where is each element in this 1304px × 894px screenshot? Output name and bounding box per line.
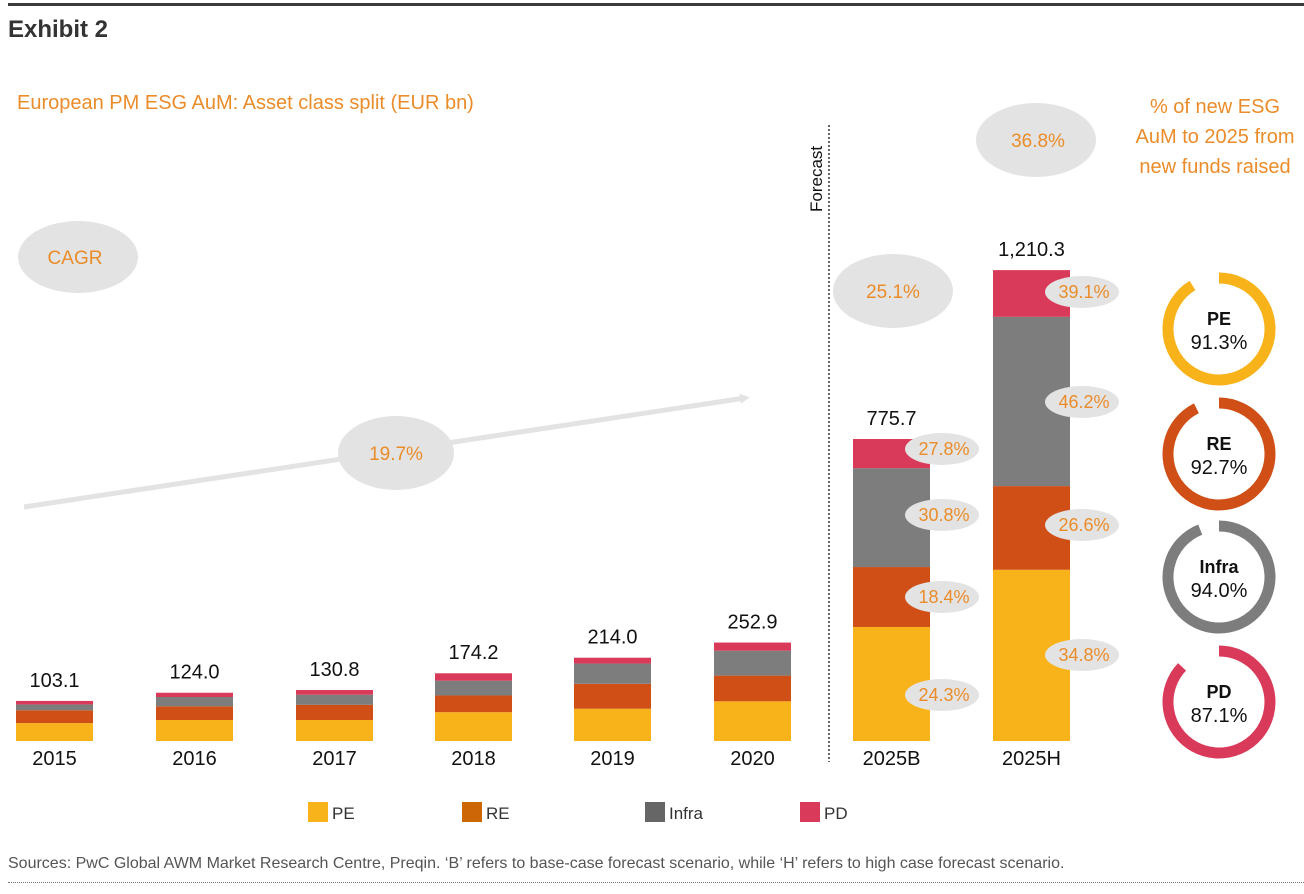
donut-arc-infra — [1162, 520, 1276, 634]
x-tick-label: 2018 — [451, 748, 496, 770]
bar-segment-pd-2019 — [574, 657, 651, 664]
x-tick-label: 2025H — [1002, 748, 1061, 770]
bar-total-label: 775.7 — [866, 408, 916, 430]
cagr-base-bubble: 25.1% — [833, 254, 953, 328]
bar-segment-pd-2017 — [296, 690, 373, 695]
x-tick-label: 2016 — [172, 748, 217, 770]
bar-segment-pe-2016 — [156, 719, 233, 741]
bar-total-label: 214.0 — [587, 627, 637, 649]
donut-name-re: RE — [1206, 434, 1231, 454]
bar-segment-pd-2018 — [435, 673, 512, 681]
bar-segment-pd-2016 — [156, 692, 233, 698]
bar-segment-pe-2018 — [435, 712, 512, 741]
x-tick-label: 2015 — [32, 748, 77, 770]
segment-cagr-bubble-pd-2025b — [905, 433, 979, 465]
bottom-rule — [8, 882, 1304, 883]
bar-segment-pd-2015 — [16, 700, 93, 705]
cagr-label: CAGR — [48, 248, 103, 269]
segment-cagr-bubble-pe-2025h — [1045, 639, 1119, 671]
segment-cagr-bubble-infra-2025b — [905, 499, 979, 531]
cagr-title-bubble: CAGR — [18, 221, 138, 293]
bar-total-label: 124.0 — [169, 662, 219, 684]
donut-value-pd: 87.1% — [1191, 705, 1248, 727]
bar-segment-re-2016 — [156, 706, 233, 720]
donut-arc-re — [1162, 397, 1276, 511]
bar-segment-infra-2018 — [435, 680, 512, 696]
bar-segment-infra-2019 — [574, 663, 651, 684]
legend-item-pd: PD — [800, 798, 848, 822]
bar-segment-infra-2020 — [714, 650, 791, 676]
donut-name-pd: PD — [1206, 682, 1231, 702]
cagr-base-value: 25.1% — [866, 282, 920, 303]
segment-cagr-label: 46.2% — [1058, 392, 1109, 412]
bar-segment-infra-2017 — [296, 694, 373, 705]
legend-swatch-pe — [308, 802, 328, 822]
source-note: Sources: PwC Global AWM Market Research … — [8, 855, 1065, 872]
cagr-historical-bubble: 19.7% — [338, 416, 454, 490]
x-tick-label: 2025B — [863, 748, 921, 770]
bar-segment-re-2020 — [714, 675, 791, 702]
legend-swatch-pd — [800, 802, 820, 822]
bar-segment-re-2017 — [296, 704, 373, 720]
segment-cagr-bubble-re-2025h — [1045, 509, 1119, 541]
bar-total-label: 1,210.3 — [998, 239, 1065, 261]
bar-total-label: 130.8 — [309, 659, 359, 681]
legend-label-infra: Infra — [669, 804, 704, 823]
segment-cagr-label: 34.8% — [1058, 645, 1109, 665]
bars-group: 103.1 2015 124.0 2016 130.8 2017 174.2 2018 214.… — [16, 239, 1119, 770]
donut-name-infra: Infra — [1199, 557, 1239, 577]
legend-swatch-re — [462, 802, 482, 822]
donut-arc-pe — [1162, 272, 1276, 386]
legend-item-pe: PE — [308, 798, 355, 822]
top-rule — [8, 3, 1304, 6]
legend-swatch-infra — [645, 802, 665, 822]
x-tick-label: 2017 — [312, 748, 357, 770]
segment-cagr-bubble-re-2025b — [905, 581, 979, 613]
x-tick-label: 2019 — [590, 748, 635, 770]
segment-cagr-label: 18.4% — [918, 587, 969, 607]
new-funds-title: % of new ESG AuM to 2025 from new funds … — [1135, 96, 1295, 178]
bar-total-label: 174.2 — [448, 642, 498, 664]
segment-cagr-bubble-pe-2025b — [905, 679, 979, 711]
legend-item-re: RE — [462, 798, 510, 822]
bar-segment-re-2018 — [435, 695, 512, 713]
segment-cagr-label: 30.8% — [918, 505, 969, 525]
cagr-high-bubble: 36.8% — [976, 103, 1096, 177]
x-tick-label: 2020 — [730, 748, 775, 770]
legend-item-infra: Infra — [645, 798, 703, 822]
segment-cagr-bubble-pd-2025h — [1045, 276, 1119, 308]
donut-value-pe: 91.3% — [1191, 332, 1248, 354]
bar-segment-re-2019 — [574, 683, 651, 709]
cagr-high-value: 36.8% — [1011, 131, 1065, 152]
exhibit-title: Exhibit 2 — [8, 16, 109, 43]
chart-title: European PM ESG AuM: Asset class split (… — [17, 92, 474, 114]
bar-segment-pe-2015 — [16, 723, 93, 741]
legend-label-re: RE — [486, 804, 510, 823]
bar-segment-infra-2016 — [156, 697, 233, 707]
segment-cagr-label: 24.3% — [918, 685, 969, 705]
donut-arc-pd — [1162, 645, 1276, 759]
segment-cagr-label: 27.8% — [918, 439, 969, 459]
donut-value-infra: 94.0% — [1191, 580, 1248, 602]
donut-name-pe: PE — [1207, 309, 1231, 329]
bar-segment-infra-2015 — [16, 704, 93, 711]
bar-segment-re-2015 — [16, 710, 93, 724]
bar-segment-pe-2020 — [714, 701, 791, 741]
new-funds-donuts: PE 91.3% RE 92.7% Infra 94.0% PD 87.1% — [1162, 272, 1276, 759]
forecast-label: Forecast — [807, 146, 826, 212]
cagr-historical-value: 19.7% — [369, 444, 423, 465]
segment-cagr-bubble-infra-2025h — [1045, 386, 1119, 418]
bar-segment-pd-2020 — [714, 642, 791, 651]
bar-total-label: 252.9 — [727, 612, 777, 634]
donut-value-re: 92.7% — [1191, 457, 1248, 479]
segment-cagr-label: 39.1% — [1058, 282, 1109, 302]
bar-segment-pe-2019 — [574, 708, 651, 741]
bar-total-label: 103.1 — [29, 670, 79, 692]
segment-cagr-label: 26.6% — [1058, 515, 1109, 535]
legend-label-pd: PD — [824, 804, 848, 823]
legend-label-pe: PE — [332, 804, 355, 823]
bar-segment-pe-2017 — [296, 719, 373, 741]
